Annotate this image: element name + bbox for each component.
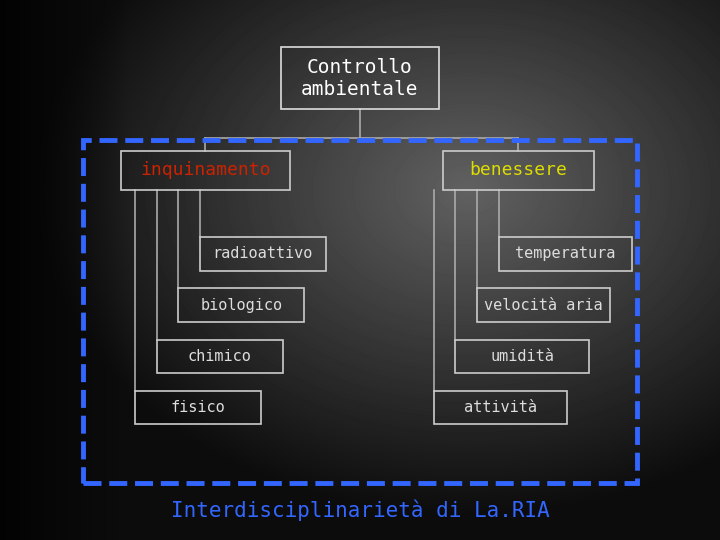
Text: temperatura: temperatura — [515, 246, 616, 261]
Text: Interdisciplinarietà di La.RIA: Interdisciplinarietà di La.RIA — [171, 500, 549, 521]
Text: benessere: benessere — [469, 161, 567, 179]
Text: radioattivo: radioattivo — [212, 246, 313, 261]
Text: inquinamento: inquinamento — [140, 161, 271, 179]
Text: umidità: umidità — [490, 349, 554, 364]
Text: fisico: fisico — [171, 400, 225, 415]
Text: attività: attività — [464, 400, 537, 415]
Text: velocità aria: velocità aria — [485, 298, 603, 313]
Text: biologico: biologico — [200, 298, 282, 313]
Text: chimico: chimico — [188, 349, 251, 364]
Text: Controllo
ambientale: Controllo ambientale — [301, 58, 419, 99]
